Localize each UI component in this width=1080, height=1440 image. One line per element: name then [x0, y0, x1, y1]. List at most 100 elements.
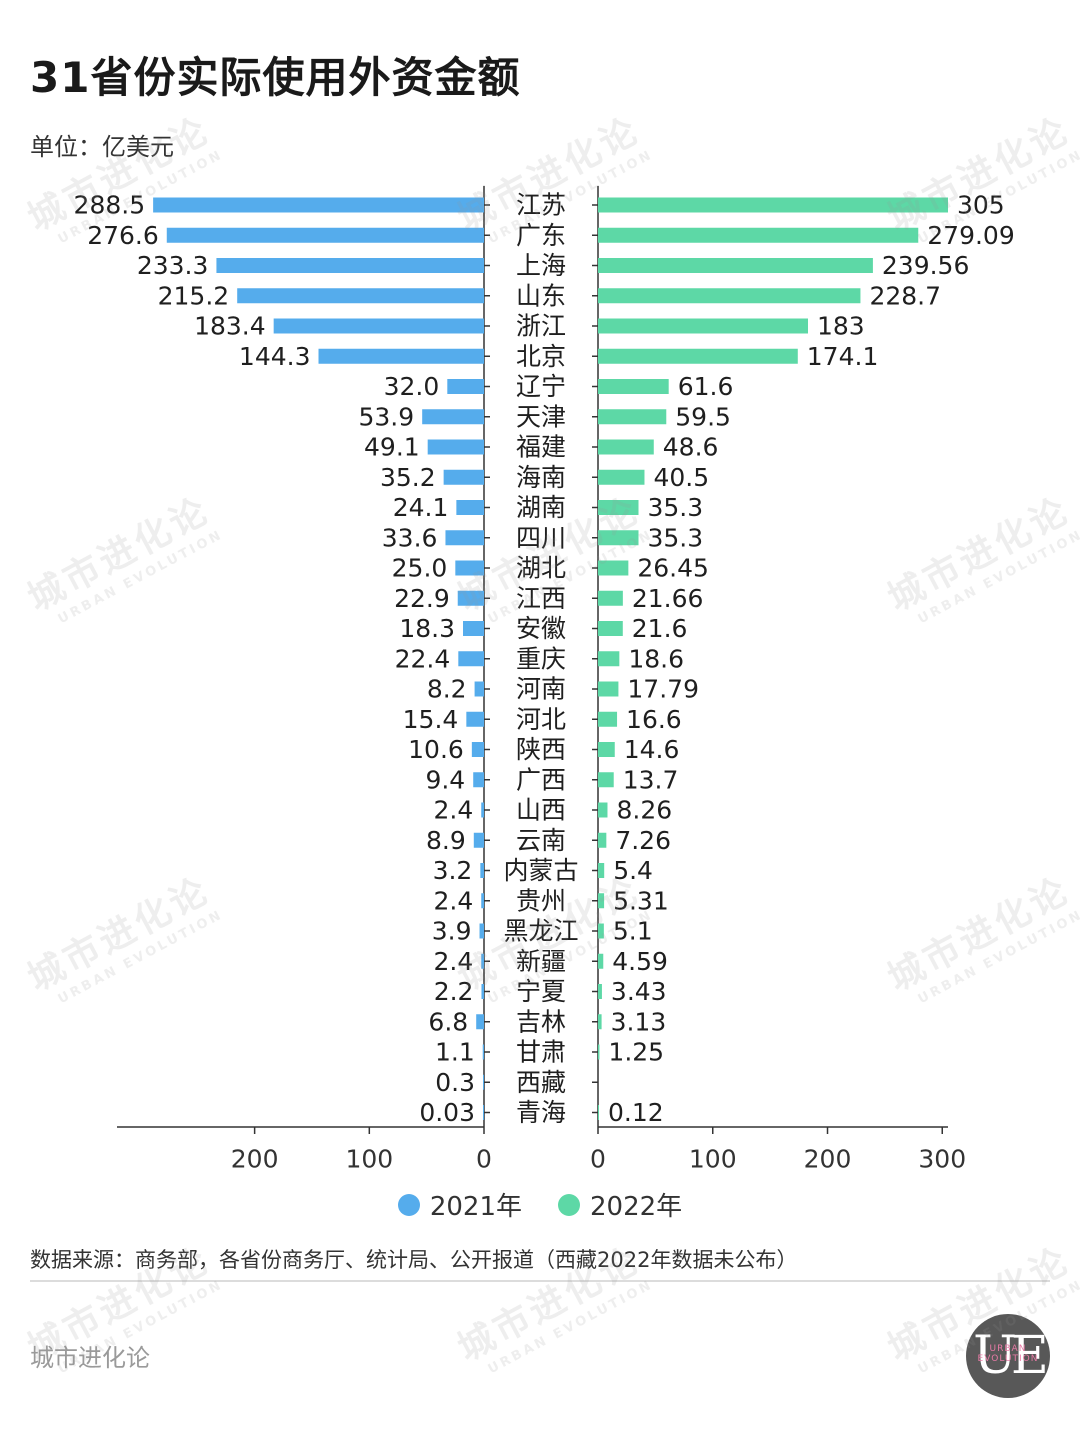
value-label-2022: 7.26: [615, 826, 671, 855]
bar-2021: [481, 893, 484, 909]
bar-2021: [481, 953, 484, 969]
bar-2021: [483, 1074, 484, 1090]
value-label-2021: 1.1: [435, 1038, 475, 1067]
bar-2021: [457, 590, 484, 606]
category-label: 黑龙江: [503, 917, 578, 946]
legend-label-2021: 2021年: [429, 1192, 522, 1222]
bar-2022: [598, 1105, 599, 1120]
category-label: 湖北: [516, 554, 566, 583]
category-label: 江苏: [516, 191, 566, 220]
category-label: 广东: [516, 221, 566, 250]
bar-2022: [598, 530, 639, 546]
category-label: 山东: [516, 281, 566, 310]
value-label-2021: 0.03: [419, 1098, 475, 1127]
value-label-2022: 13.7: [623, 765, 679, 794]
value-label-2021: 10.6: [408, 735, 464, 764]
value-label-2021: 22.9: [394, 584, 450, 613]
value-label-2021: 288.5: [74, 191, 146, 220]
bar-2021: [318, 348, 484, 364]
value-label-2021: 276.6: [87, 221, 159, 250]
value-label-2021: 144.3: [239, 342, 311, 371]
value-label-2021: 2.4: [433, 796, 473, 825]
value-label-2022: 16.6: [626, 705, 682, 734]
value-label-2021: 6.8: [428, 1007, 468, 1036]
bar-2022: [598, 258, 873, 273]
bar-2022: [598, 1014, 602, 1030]
value-label-2022: 3.43: [611, 977, 667, 1006]
category-label: 新疆: [516, 947, 566, 976]
bar-2021: [471, 742, 484, 757]
x-tick-label-left: 0: [476, 1145, 492, 1174]
value-label-2022: 61.6: [678, 372, 734, 401]
bar-2022: [598, 560, 629, 576]
value-label-2021: 35.2: [380, 463, 436, 492]
bar-2022: [598, 379, 669, 394]
category-label: 陕西: [516, 735, 566, 764]
x-tick-label-right: 100: [689, 1145, 737, 1174]
bar-2021: [479, 923, 484, 939]
category-label: 上海: [516, 251, 566, 280]
value-label-2021: 15.4: [403, 705, 459, 734]
bar-2022: [598, 893, 605, 909]
category-label: 河北: [516, 705, 566, 734]
category-label: 福建: [516, 433, 566, 462]
category-label: 贵州: [516, 886, 566, 915]
brand-name: 城市进化论: [30, 1344, 150, 1372]
bar-2022: [598, 832, 607, 848]
legend-dot-2022: [558, 1193, 580, 1216]
value-label-2022: 5.4: [613, 856, 653, 885]
value-label-2021: 3.9: [432, 917, 472, 946]
bar-2022: [598, 923, 604, 939]
value-label-2021: 0.3: [435, 1068, 475, 1097]
value-label-2022: 5.31: [613, 886, 669, 915]
value-label-2022: 21.6: [632, 614, 688, 643]
watermark-en: URBAN EVOLUTION: [485, 1277, 656, 1378]
bar-2021: [476, 1014, 484, 1030]
bar-2022: [598, 984, 602, 999]
value-label-2021: 2.4: [433, 886, 473, 915]
bar-2022: [598, 863, 605, 878]
value-label-2021: 22.4: [395, 644, 451, 673]
value-label-2021: 32.0: [384, 372, 440, 401]
value-label-2021: 233.3: [137, 251, 209, 280]
value-label-2022: 305: [957, 191, 1005, 220]
category-label: 吉林: [516, 1007, 566, 1036]
bar-2021: [153, 197, 484, 213]
bar-2022: [598, 953, 604, 969]
value-label-2022: 59.5: [675, 402, 731, 431]
value-label-2021: 2.4: [433, 947, 473, 976]
x-tick-label-left: 100: [345, 1145, 393, 1174]
bar-2021: [473, 832, 484, 848]
value-label-2022: 26.45: [637, 554, 709, 583]
category-label: 云南: [516, 826, 566, 855]
logo-letters: UE: [973, 1326, 1049, 1386]
bar-2022: [598, 742, 615, 757]
value-label-2022: 228.7: [869, 281, 941, 310]
category-label: 广西: [516, 765, 566, 794]
bar-2022: [598, 621, 623, 636]
value-label-2022: 239.56: [882, 251, 969, 280]
bar-2022: [598, 802, 608, 818]
value-label-2021: 24.1: [393, 493, 449, 522]
x-tick-label-right: 0: [590, 1145, 606, 1174]
bar-2021: [473, 772, 484, 788]
category-label: 江西: [516, 584, 566, 613]
value-label-2022: 5.1: [613, 917, 653, 946]
bar-2021: [422, 409, 484, 425]
bar-2021: [455, 560, 484, 576]
bar-2021: [166, 227, 485, 243]
bar-2022: [598, 439, 654, 455]
bar-2022: [598, 318, 808, 334]
brand-logo: UE URBAN EVOLUTION: [966, 1314, 1050, 1398]
value-label-2022: 35.3: [648, 523, 704, 552]
bar-2022: [598, 348, 798, 364]
value-label-2022: 18.6: [628, 644, 684, 673]
value-label-2022: 4.59: [612, 947, 668, 976]
bar-2022: [598, 227, 919, 243]
category-label: 北京: [516, 342, 566, 371]
bar-2022: [598, 197, 948, 213]
category-label: 宁夏: [516, 977, 566, 1006]
value-label-2022: 174.1: [807, 342, 879, 371]
bar-2021: [481, 802, 484, 818]
category-label: 湖南: [516, 493, 566, 522]
